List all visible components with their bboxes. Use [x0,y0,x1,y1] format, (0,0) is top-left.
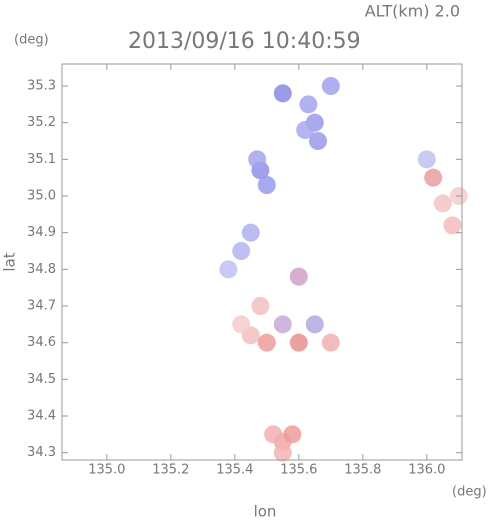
y-tick-label: 35.3 [27,79,56,94]
echo [299,95,318,114]
y-tick-label: 34.6 [27,335,56,350]
echo [251,297,270,315]
echo [309,132,327,150]
x-unit: (deg) [452,485,487,500]
echo [283,425,302,444]
echo [305,315,324,334]
altitude-label: ALT(km) 2.0 [365,2,460,21]
echo [424,168,443,187]
y-tick-label: 34.5 [27,372,56,387]
echo [264,425,283,444]
echo [257,333,276,352]
y-tick-label: 35.2 [27,115,56,130]
echo [321,77,340,95]
y-unit: (deg) [14,33,49,48]
chart-title: 2013/09/16 10:40:59 [128,29,361,54]
y-axis-label: lat [1,252,19,271]
echo [289,333,308,352]
x-tick-label: 135.8 [344,463,381,478]
x-axis-label: lon [254,503,277,521]
echo [417,150,436,169]
echo [433,194,452,213]
echo [296,121,315,139]
echo [443,216,462,235]
echo [257,176,276,194]
echo [273,84,292,103]
y-tick-label: 35.0 [27,189,56,204]
echo [273,443,292,462]
plot-frame [61,63,463,461]
y-tick-label: 34.9 [27,225,56,240]
y-tick-label: 34.7 [27,299,56,314]
x-tick-label: 136.0 [408,463,445,478]
echo [273,315,292,334]
x-tick-label: 135.6 [280,463,317,478]
echo [248,150,267,169]
y-tick-label: 34.4 [27,409,56,424]
echo [232,242,251,260]
echo [289,267,308,286]
y-tick-label: 34.8 [27,262,56,277]
echo [219,260,238,279]
x-tick-label: 135.2 [152,463,189,478]
data-layer [219,77,468,462]
x-tick-label: 135.4 [216,463,253,478]
x-tick-label: 135.0 [88,463,125,478]
y-tick-label: 35.1 [27,152,56,167]
echo [321,333,340,352]
echo [241,223,260,242]
echo [232,315,251,334]
y-tick-label: 34.3 [27,445,56,460]
